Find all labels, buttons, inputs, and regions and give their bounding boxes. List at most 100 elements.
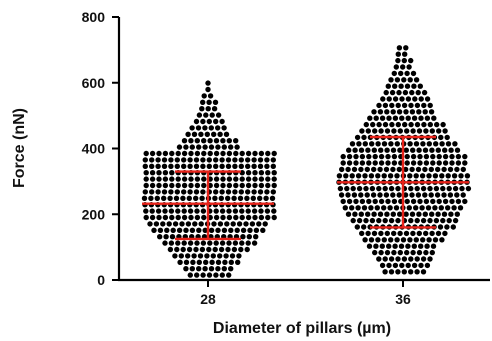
data-point: [270, 163, 276, 169]
data-point: [210, 253, 216, 259]
data-point: [422, 211, 428, 217]
data-point: [430, 160, 436, 166]
data-point: [414, 102, 421, 109]
data-point: [381, 205, 387, 211]
data-point: [403, 211, 409, 217]
data-point: [197, 253, 204, 259]
data-point: [369, 185, 376, 192]
data-point: [271, 214, 277, 221]
data-point: [174, 163, 180, 169]
data-point: [155, 189, 161, 195]
data-point: [422, 166, 428, 173]
data-point: [211, 221, 217, 227]
data-point: [433, 185, 440, 192]
data-point: [149, 163, 155, 169]
data-point: [194, 272, 200, 278]
data-point: [245, 189, 251, 195]
data-point: [424, 243, 430, 249]
data-point: [401, 57, 407, 64]
data-point: [186, 195, 192, 201]
data-point: [404, 70, 410, 77]
data-point: [162, 182, 169, 189]
data-point: [414, 185, 420, 192]
data-point: [455, 153, 462, 160]
data-point: [381, 173, 387, 179]
data-point: [408, 102, 414, 109]
data-point: [161, 189, 168, 195]
data-point: [368, 205, 374, 211]
data-point: [408, 57, 414, 64]
data-point: [232, 240, 239, 246]
data-point: [188, 182, 194, 189]
data-point: [206, 157, 212, 163]
data-point: [379, 115, 386, 121]
data-point: [442, 160, 449, 166]
data-point: [390, 166, 396, 173]
data-point: [168, 240, 175, 246]
data-point: [226, 208, 232, 214]
data-point: [371, 166, 377, 173]
data-point: [205, 80, 211, 86]
data-point: [395, 217, 401, 224]
data-point: [193, 118, 200, 125]
data-point: [201, 214, 207, 221]
data-point: [445, 205, 451, 211]
data-point: [426, 173, 432, 179]
data-point: [358, 166, 364, 173]
data-point: [175, 150, 181, 157]
data-point: [462, 153, 468, 160]
data-point: [375, 237, 381, 243]
data-point: [239, 182, 245, 189]
data-point: [264, 157, 270, 163]
data-point: [162, 240, 168, 246]
data-point: [149, 182, 156, 189]
data-point: [219, 272, 225, 278]
data-point: [391, 70, 397, 77]
data-point: [391, 128, 397, 134]
data-point: [350, 185, 356, 192]
data-point: [346, 153, 353, 160]
data-point: [247, 227, 253, 233]
data-point: [359, 160, 366, 166]
data-point: [252, 176, 258, 182]
data-point: [160, 221, 166, 227]
data-point: [375, 141, 381, 147]
data-point: [352, 211, 358, 217]
data-point: [222, 259, 228, 265]
data-point: [215, 144, 221, 150]
data-point: [359, 230, 365, 237]
data-point: [353, 153, 359, 160]
data-point: [213, 118, 219, 125]
data-point: [350, 217, 356, 224]
data-point: [245, 214, 252, 221]
data-point: [239, 208, 245, 214]
data-point: [233, 182, 239, 189]
data-point: [225, 246, 231, 253]
data-point: [421, 89, 428, 96]
data-point: [221, 266, 227, 272]
data-point: [270, 157, 276, 163]
data-point: [195, 125, 202, 131]
data-point: [400, 237, 407, 243]
data-point: [220, 150, 226, 157]
data-point: [356, 217, 363, 224]
data-point: [192, 221, 198, 227]
data-point: [205, 86, 211, 93]
data-point: [410, 198, 417, 205]
data-point: [365, 147, 371, 153]
data-point: [353, 160, 359, 166]
data-point: [411, 243, 417, 249]
data-point: [452, 217, 459, 224]
data-point: [181, 214, 188, 221]
data-point: [417, 83, 423, 89]
data-point: [191, 253, 197, 259]
data-point: [181, 150, 188, 157]
data-point: [355, 205, 361, 211]
data-point: [399, 115, 405, 121]
data-point: [161, 163, 168, 169]
data-point: [270, 189, 276, 195]
data-point: [207, 150, 213, 157]
data-point: [196, 144, 202, 150]
data-point: [226, 272, 232, 278]
data-point: [196, 227, 202, 233]
